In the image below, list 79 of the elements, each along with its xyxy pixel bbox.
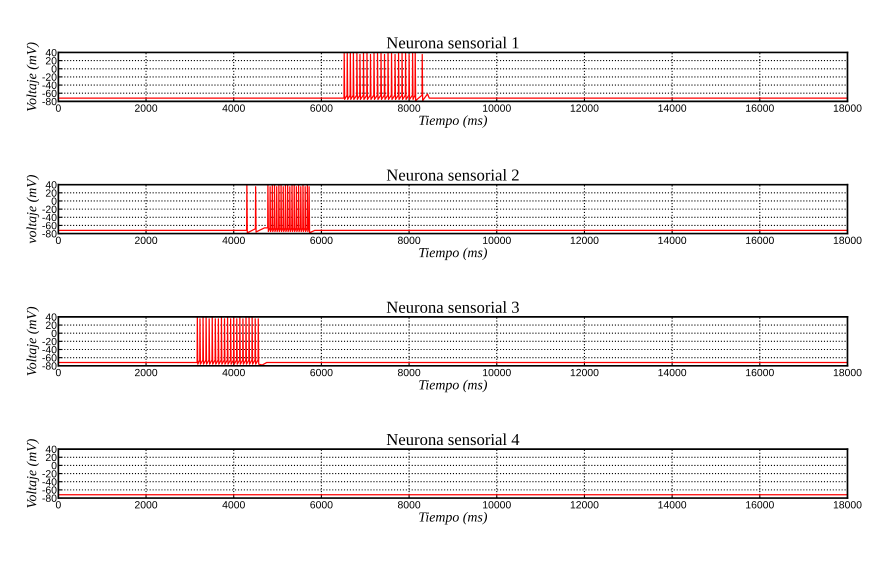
y-tick-label: -60 (42, 486, 57, 494)
y-tick-label: -40 (42, 214, 57, 222)
y-tick-label: -40 (42, 82, 57, 89)
y-axis-title: Voltaje (mV) (26, 42, 40, 112)
y-tick-label: 40 (46, 181, 57, 189)
y-tick-label: -40 (42, 478, 57, 486)
y-tick-label: 0 (52, 462, 57, 470)
chart-title: Neurona sensorial 1 (386, 36, 519, 48)
y-tick-label: 40 (46, 313, 57, 321)
x-tick-label: 12000 (570, 368, 599, 376)
line-series (58, 316, 848, 366)
y-tick-label: -80 (42, 362, 57, 370)
x-tick-label: 8000 (398, 104, 420, 112)
x-tick-label: 18000 (834, 501, 862, 508)
y-tick-label: -60 (42, 222, 57, 230)
x-tick-label: 6000 (310, 368, 333, 376)
y-tick-label: 0 (52, 197, 57, 205)
x-tick-label: 2000 (134, 104, 158, 112)
chart-title: Neurona sensorial 4 (386, 433, 520, 446)
x-tick-label: 4000 (222, 368, 245, 376)
line-series (58, 184, 848, 234)
y-tick-label: 40 (46, 48, 57, 56)
y-axis-title: Voltaje (mV) (26, 306, 40, 376)
x-tick-label: 16000 (746, 368, 774, 376)
x-axis-title: Tiempo (ms) (419, 247, 488, 260)
x-tick-label: 2000 (134, 368, 158, 376)
x-tick-label: 14000 (658, 501, 686, 508)
x-tick-label: 10000 (483, 104, 511, 112)
y-axis-title: Voltaje (mV) (26, 439, 40, 508)
y-tick-label: -40 (42, 346, 57, 354)
x-tick-label: 14000 (658, 104, 686, 112)
x-tick-label: 18000 (834, 236, 862, 244)
y-tick-label: 20 (46, 57, 57, 64)
line-series (58, 52, 848, 102)
x-tick-label: 4000 (222, 501, 245, 508)
x-tick-label: 6000 (310, 236, 333, 244)
x-tick-label: 6000 (310, 104, 333, 112)
y-tick-label: -60 (42, 90, 57, 98)
chart-title: Neurona sensorial 2 (386, 168, 519, 181)
x-tick-label: 14000 (658, 236, 686, 244)
x-axis-title: Tiempo (ms) (419, 380, 488, 392)
y-axis-title: voltaje (mV) (26, 175, 40, 244)
y-tick-label: -20 (42, 470, 57, 478)
y-tick-label: 40 (46, 446, 57, 453)
x-axis-title: Tiempo (ms) (419, 512, 488, 524)
x-tick-label: 8000 (398, 236, 420, 244)
x-tick-label: 10000 (483, 236, 511, 244)
x-tick-label: 8000 (398, 368, 420, 376)
x-tick-label: 16000 (746, 104, 774, 112)
x-tick-label: 18000 (834, 104, 862, 112)
x-tick-label: 16000 (746, 501, 774, 508)
y-tick-label: 20 (46, 189, 57, 197)
x-tick-label: 10000 (483, 501, 511, 508)
y-tick-label: -80 (42, 98, 57, 106)
x-tick-label: 12000 (570, 104, 599, 112)
x-tick-label: 6000 (310, 501, 333, 508)
x-tick-label: 16000 (746, 236, 774, 244)
y-tick-label: 0 (52, 65, 57, 73)
x-tick-label: 2000 (134, 501, 158, 508)
x-tick-label: 2000 (134, 236, 158, 244)
chart-title: Neurona sensorial 3 (386, 301, 519, 313)
y-tick-label: -80 (42, 494, 57, 502)
y-tick-label: 0 (52, 330, 57, 338)
x-tick-label: 18000 (834, 368, 862, 376)
x-tick-label: 8000 (398, 501, 420, 508)
y-tick-label: -20 (42, 206, 57, 214)
x-tick-label: 4000 (222, 236, 245, 244)
x-tick-label: 4000 (222, 104, 245, 112)
x-tick-label: 10000 (483, 368, 511, 376)
x-tick-label: 12000 (570, 501, 599, 508)
y-tick-label: -20 (42, 338, 57, 346)
x-tick-label: 14000 (658, 368, 686, 376)
x-tick-label: 12000 (570, 236, 599, 244)
y-tick-label: 20 (46, 454, 57, 462)
y-tick-label: -20 (42, 73, 57, 81)
x-axis-title: Tiempo (ms) (419, 115, 488, 128)
y-tick-label: -80 (42, 230, 57, 238)
y-tick-label: -60 (42, 354, 57, 362)
y-tick-label: 20 (46, 322, 57, 329)
